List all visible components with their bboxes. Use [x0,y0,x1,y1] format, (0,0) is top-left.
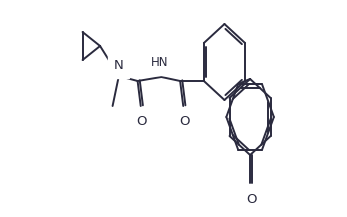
Text: N: N [113,59,123,72]
Text: HN: HN [151,56,169,69]
Text: O: O [179,115,190,128]
Text: O: O [247,193,257,206]
Text: O: O [136,115,146,128]
